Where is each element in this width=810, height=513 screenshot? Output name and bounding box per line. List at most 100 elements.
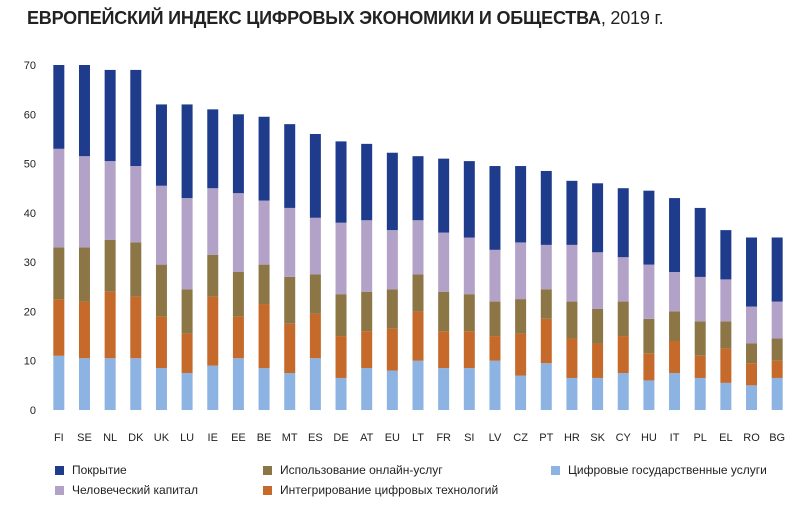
bar-segment [643,353,655,381]
x-tick-label: DK [128,432,144,444]
bar-segment [720,321,732,349]
chart-legend: Покрытие Использование онлайн-услуг Цифр… [55,463,795,503]
bar-segment [515,242,527,300]
bar-segment [694,355,706,378]
x-tick-label: IE [208,432,218,444]
bar-segment [130,242,142,297]
bar-segment [489,249,501,302]
bar-segment [515,166,527,243]
legend-label-coverage: Покрытие [72,463,127,477]
x-tick-label: HU [641,432,657,444]
x-tick-label: LT [412,432,424,444]
bar-segment [155,185,167,265]
y-tick-label: 50 [24,159,36,171]
bar-segment [617,188,629,258]
bar-segment [617,373,629,410]
bar-segment [438,291,450,332]
legend-label-digital-gov: Цифровые государственные услуги [568,463,767,477]
bar-segment [207,365,219,410]
bar-segment [258,304,270,369]
bar-segment [489,301,501,337]
bar-segment [720,348,732,383]
bar-segment [566,180,578,245]
bar-segment [438,368,450,410]
bar-segment [566,301,578,339]
legend-item-digital-tech: Интегрирование цифровых технологий [263,483,498,497]
legend-item-digital-gov: Цифровые государственные услуги [551,463,767,477]
bar-segment [361,291,373,332]
bar-segment [694,276,706,322]
x-tick-label: EU [385,432,400,444]
y-tick-label: 70 [24,60,36,72]
bar-segment [412,311,424,361]
bar-segment [771,301,783,339]
bar-segment [669,311,681,341]
bar-segment [771,360,783,378]
x-tick-label: RO [743,432,760,444]
bar-segment [720,279,732,322]
bar-segment [489,360,501,410]
chart-title-year: , 2019 г. [600,8,664,28]
bar-segment [617,336,629,374]
x-tick-label: IT [670,432,680,444]
legend-label-human-capital: Человеческий капитал [72,483,198,497]
x-tick-label: ES [308,432,323,444]
y-tick-label: 60 [24,109,36,121]
legend-swatch-online-services [263,465,272,475]
legend-item-human-capital: Человеческий капитал [55,483,198,497]
bar-segment [592,183,604,253]
bar-segment [53,148,65,248]
bar-segment [309,274,321,314]
bar-segment [720,382,732,410]
bar-segment [592,377,604,410]
bar-segment [284,124,296,208]
x-tick-label: SE [77,432,92,444]
bar-segment [669,272,681,312]
bar-segment [412,220,424,275]
legend-label-digital-tech: Интегрирование цифровых технологий [280,483,499,497]
bar-segment [361,368,373,410]
bar-segment [78,156,90,248]
bar-segment [207,188,219,255]
bar-segment [694,321,706,356]
bar-segment [232,114,244,194]
x-tick-label: HR [564,432,580,444]
bar-segment [746,363,758,386]
bar-segment [258,368,270,410]
bar-segment [720,230,732,280]
y-tick-label: 30 [24,257,36,269]
x-tick-label: FI [54,432,64,444]
x-tick-label: NL [103,432,117,444]
bar-segment [181,373,193,410]
x-tick-label: SK [590,432,605,444]
bar-segment [566,244,578,302]
bar-segment [489,166,501,250]
bar-segment [78,358,90,410]
bar-segment [592,252,604,309]
bar-segment [515,299,527,334]
x-tick-label: AT [360,432,374,444]
bar-segment [412,156,424,221]
bar-segment [335,336,347,378]
x-tick-label: UK [154,432,170,444]
bar-segment [181,289,193,334]
bar-segment [104,161,116,240]
bar-segment [669,198,681,272]
x-tick-label: MT [282,432,298,444]
bar-segment [181,198,193,290]
bar-segment [438,331,450,369]
x-tick-label: FR [436,432,451,444]
x-tick-label: EE [231,432,246,444]
x-tick-label: PT [539,432,553,444]
x-tick-label: CY [616,432,632,444]
x-tick-label: BE [257,432,272,444]
bar-segment [53,65,65,149]
bar-segment [130,69,142,167]
bar-segment [540,363,552,410]
bar-segment [335,222,347,295]
bar-segment [78,247,90,302]
bar-segment [361,331,373,369]
bar-segment [746,237,758,307]
bar-segment [104,69,116,162]
bar-segment [78,65,90,157]
